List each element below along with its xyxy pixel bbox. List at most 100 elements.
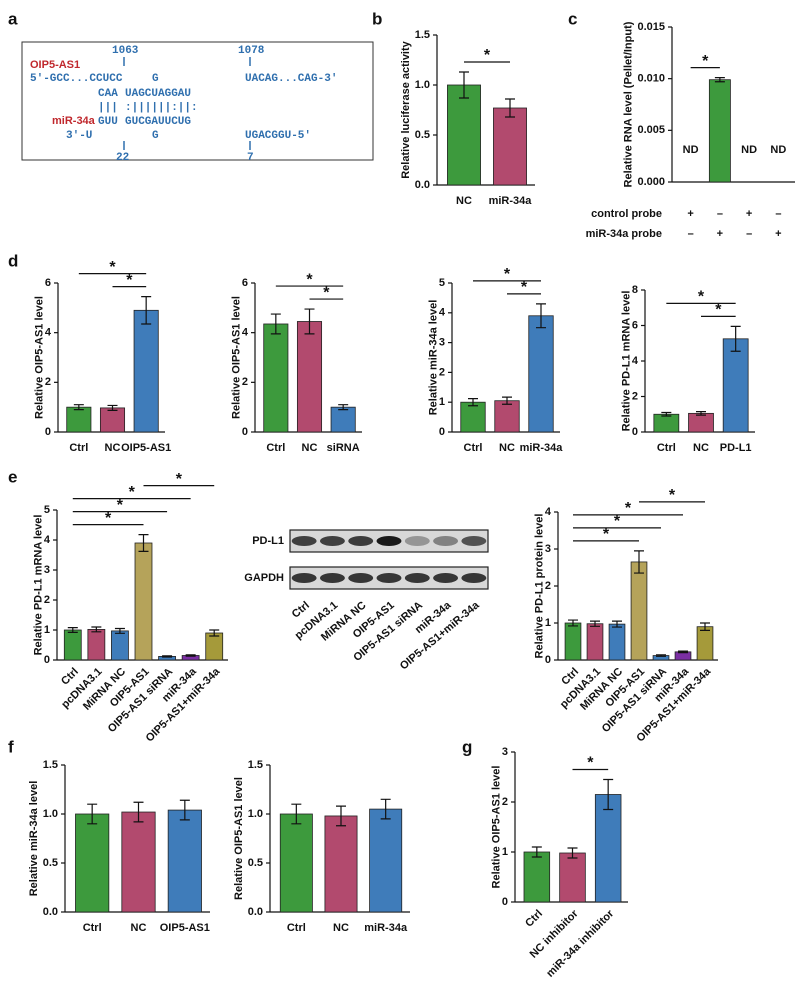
sequence-text: G: [152, 130, 159, 142]
y-tick-label: 1: [545, 617, 551, 629]
x-tick-label: Ctrl: [464, 442, 483, 454]
y-tick-label: 6: [632, 319, 638, 331]
error-bar: [114, 627, 125, 634]
y-tick-label: 0.000: [637, 176, 665, 188]
y-tick-label: 0.5: [248, 857, 263, 869]
error-bar: [634, 550, 644, 574]
bar: [205, 632, 224, 661]
blot-row-label: GAPDH: [244, 572, 284, 584]
x-tick-label: miR-34a inhibitor: [544, 907, 617, 980]
error-bar: [459, 71, 469, 99]
sequence-text: CAA: [98, 88, 118, 100]
significance-label: *: [669, 487, 676, 504]
blot-band: [376, 536, 402, 546]
significance-label: *: [587, 755, 594, 772]
y-tick-label: 0.005: [637, 124, 665, 136]
y-tick-label: 0.010: [637, 73, 665, 85]
value-label: ND: [683, 144, 699, 156]
error-bar: [162, 655, 173, 658]
error-bar: [696, 410, 706, 416]
condition-value: +: [717, 228, 723, 240]
error-bar: [590, 620, 600, 627]
significance-label: *: [603, 526, 610, 543]
x-tick-label: Ctrl: [266, 442, 285, 454]
y-tick-label: 1.5: [43, 759, 58, 771]
significance-label: *: [176, 471, 183, 488]
bar: [528, 315, 554, 433]
bar: [460, 401, 486, 433]
blot-band: [291, 536, 317, 546]
significance-label: *: [117, 497, 124, 514]
error-bar: [179, 799, 190, 821]
y-tick-label: 1.0: [43, 808, 58, 820]
y-axis-label: Relative PD-L1 mRNA level: [621, 291, 633, 432]
sequence-text: UAGCUAGGAU: [125, 88, 191, 100]
y-tick-label: 2: [242, 376, 248, 388]
bar: [559, 852, 586, 903]
y-tick-label: 5: [439, 277, 445, 289]
error-bar: [141, 296, 152, 325]
significance-label: *: [484, 47, 491, 64]
blot-band: [404, 536, 430, 546]
bar: [586, 623, 604, 661]
mirna-name: miR-34a: [52, 115, 96, 127]
bar: [594, 794, 622, 903]
significance-label: *: [109, 259, 116, 276]
sequence-position: 22: [116, 152, 129, 164]
significance-label: *: [715, 302, 722, 319]
bar: [133, 309, 159, 433]
error-bar: [730, 325, 741, 352]
error-bar: [336, 805, 346, 827]
y-tick-label: 0: [502, 896, 508, 908]
y-tick-label: 0: [439, 426, 445, 438]
bar: [608, 623, 626, 661]
blot-band: [404, 573, 430, 583]
y-axis-label: Relative luciferase activity: [400, 40, 412, 178]
x-tick-label: NC: [105, 442, 121, 454]
bar: [564, 622, 582, 661]
error-bar: [468, 398, 478, 407]
y-tick-label: 0.5: [415, 129, 430, 141]
blot-band: [291, 573, 317, 583]
x-tick-label: NC: [499, 442, 515, 454]
error-bar: [338, 404, 349, 411]
blot-band: [348, 536, 374, 546]
blot-band: [433, 536, 459, 546]
bar: [708, 79, 731, 183]
panel-letter: g: [462, 737, 472, 756]
value-label: ND: [741, 144, 757, 156]
y-tick-label: 4: [44, 534, 51, 546]
sequence-text: GUU: [98, 116, 118, 128]
sequence-text: G: [152, 73, 159, 85]
blot-band: [461, 573, 487, 583]
blot-band: [376, 573, 402, 583]
bar: [688, 412, 714, 433]
sequence-position: 1063: [112, 45, 139, 57]
bar: [263, 323, 289, 433]
x-tick-label: Ctrl: [523, 908, 545, 930]
significance-label: *: [504, 266, 511, 283]
y-tick-label: 2: [502, 796, 508, 808]
x-tick-label: miR-34a: [489, 195, 533, 207]
significance-label: *: [521, 279, 528, 296]
sequence-position: 7: [247, 152, 254, 164]
condition-value: –: [717, 208, 723, 220]
y-axis-label: Relative PD-L1 mRNA level: [33, 515, 45, 656]
bar: [99, 407, 126, 433]
sequence-text: 3'-U: [66, 130, 92, 142]
error-bar: [380, 798, 391, 820]
x-tick-label: OIP5-AS1: [121, 442, 171, 454]
significance-label: *: [698, 289, 705, 306]
y-tick-label: 6: [242, 277, 248, 289]
y-tick-label: 1.0: [248, 808, 263, 820]
bar: [279, 813, 313, 913]
panel-letter: d: [8, 251, 18, 270]
error-bar: [73, 404, 84, 411]
y-tick-label: 2: [45, 376, 51, 388]
blot-band: [461, 536, 487, 546]
x-tick-label: NC: [302, 442, 318, 454]
error-bar: [67, 627, 78, 633]
y-tick-label: 0.5: [43, 857, 58, 869]
bar: [330, 406, 356, 433]
panel-letter: f: [8, 737, 14, 756]
